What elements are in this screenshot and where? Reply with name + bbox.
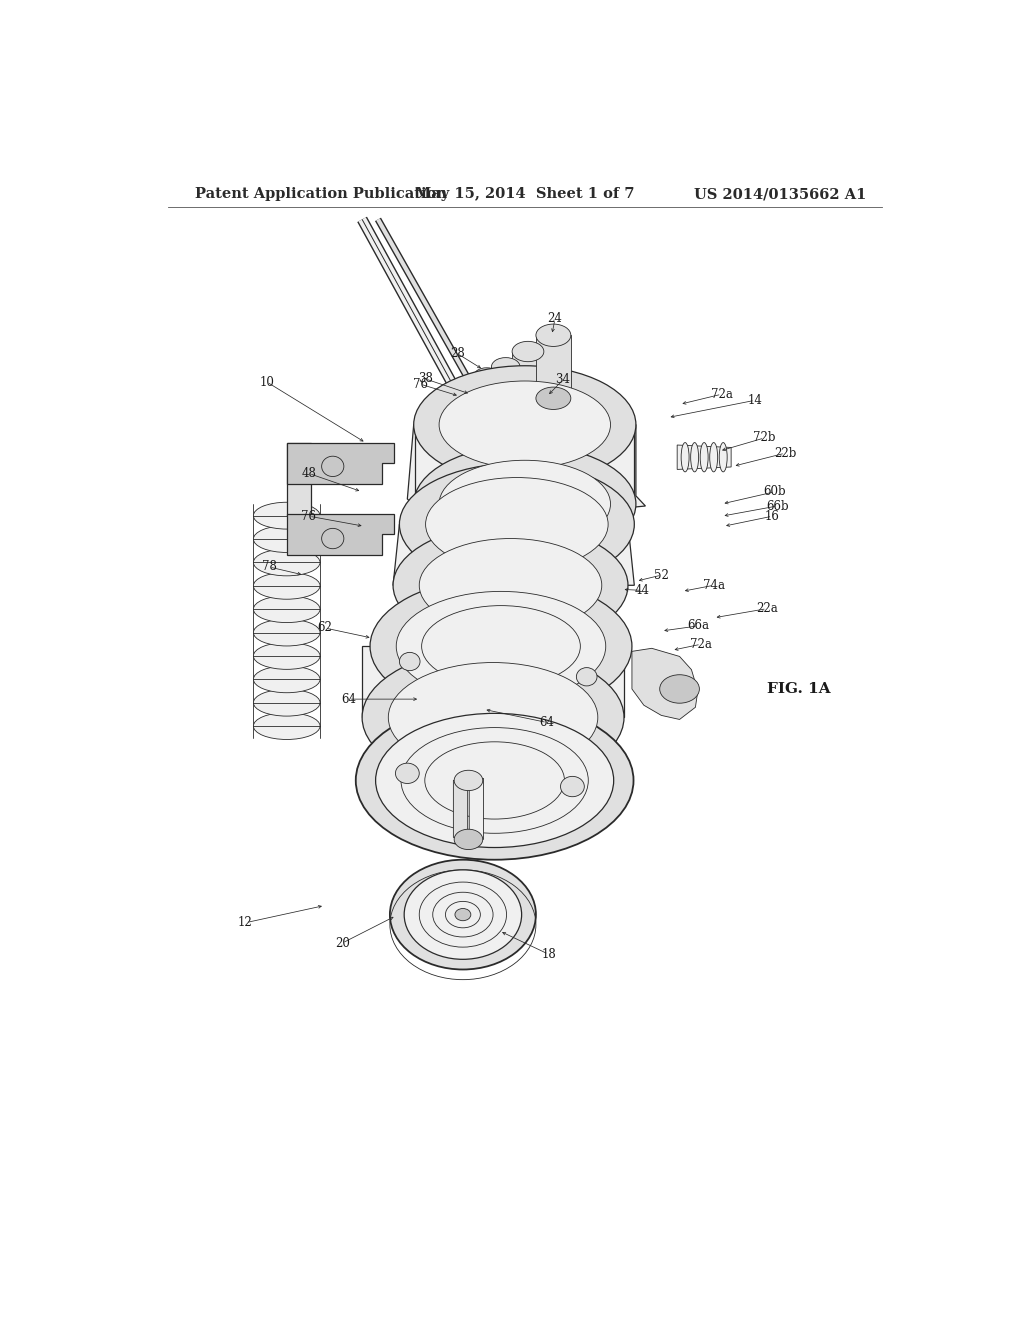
Ellipse shape (355, 701, 634, 859)
Polygon shape (408, 425, 645, 516)
Ellipse shape (414, 366, 636, 483)
Ellipse shape (370, 577, 632, 715)
Ellipse shape (253, 573, 321, 599)
Text: 22a: 22a (756, 602, 777, 615)
Text: 64: 64 (540, 715, 555, 729)
Ellipse shape (577, 668, 597, 686)
Ellipse shape (253, 525, 321, 553)
Text: 24: 24 (548, 313, 562, 326)
Ellipse shape (455, 829, 482, 850)
Text: 38: 38 (418, 372, 433, 385)
Polygon shape (677, 445, 731, 470)
Ellipse shape (395, 763, 419, 784)
Ellipse shape (439, 461, 610, 548)
Polygon shape (287, 444, 310, 516)
Ellipse shape (659, 675, 699, 704)
Ellipse shape (253, 713, 321, 739)
Text: May 15, 2014  Sheet 1 of 7: May 15, 2014 Sheet 1 of 7 (415, 187, 635, 202)
Text: 60b: 60b (764, 486, 786, 498)
Text: 20: 20 (335, 937, 350, 949)
Text: US 2014/0135662 A1: US 2014/0135662 A1 (693, 187, 866, 202)
Ellipse shape (492, 358, 520, 376)
Ellipse shape (253, 595, 321, 623)
Ellipse shape (690, 442, 698, 471)
Ellipse shape (473, 368, 500, 385)
Ellipse shape (322, 528, 344, 549)
Text: Patent Application Publication: Patent Application Publication (196, 187, 447, 202)
Ellipse shape (512, 342, 544, 362)
Ellipse shape (253, 665, 321, 693)
Ellipse shape (376, 713, 613, 847)
Ellipse shape (473, 413, 500, 432)
Ellipse shape (396, 591, 606, 701)
Polygon shape (362, 647, 624, 718)
Text: 78: 78 (262, 561, 276, 573)
Text: 48: 48 (301, 467, 316, 480)
Ellipse shape (414, 445, 636, 562)
Ellipse shape (390, 859, 536, 969)
Text: 62: 62 (317, 622, 332, 635)
Ellipse shape (560, 776, 585, 797)
Polygon shape (469, 779, 483, 840)
Polygon shape (512, 351, 544, 408)
Ellipse shape (700, 442, 709, 471)
Ellipse shape (399, 463, 634, 585)
Text: 72b: 72b (754, 432, 776, 445)
Ellipse shape (253, 502, 321, 529)
Text: 10: 10 (259, 375, 274, 388)
Text: 66a: 66a (687, 619, 709, 632)
Ellipse shape (536, 325, 570, 346)
Text: 74a: 74a (702, 578, 725, 591)
Text: 34: 34 (555, 374, 570, 387)
Text: 44: 44 (635, 583, 650, 597)
Text: FIG. 1A: FIG. 1A (767, 682, 830, 696)
Ellipse shape (362, 648, 624, 787)
Text: 12: 12 (238, 916, 253, 929)
Ellipse shape (536, 387, 570, 409)
Polygon shape (287, 444, 394, 483)
Text: 52: 52 (654, 569, 669, 582)
Ellipse shape (399, 652, 420, 671)
Ellipse shape (719, 442, 727, 471)
Ellipse shape (419, 539, 602, 632)
Text: 66b: 66b (766, 499, 788, 512)
Ellipse shape (388, 663, 598, 772)
Ellipse shape (426, 478, 608, 572)
Text: 64: 64 (341, 693, 356, 706)
Ellipse shape (455, 771, 482, 791)
Text: 22b: 22b (774, 446, 797, 459)
Ellipse shape (253, 643, 321, 669)
Ellipse shape (404, 870, 521, 960)
Ellipse shape (710, 442, 718, 471)
Text: 16: 16 (765, 510, 780, 523)
Text: 28: 28 (450, 347, 465, 360)
Text: 76: 76 (301, 510, 316, 523)
Ellipse shape (512, 397, 544, 417)
Ellipse shape (253, 619, 321, 645)
Ellipse shape (393, 524, 628, 647)
Ellipse shape (322, 457, 344, 477)
Polygon shape (492, 367, 520, 416)
Ellipse shape (681, 442, 689, 471)
Polygon shape (287, 515, 394, 554)
Ellipse shape (439, 381, 610, 469)
Text: 72a: 72a (690, 638, 712, 651)
Polygon shape (454, 779, 468, 840)
Polygon shape (416, 425, 634, 504)
Text: 14: 14 (748, 393, 763, 407)
Text: 76: 76 (413, 378, 428, 391)
Polygon shape (632, 648, 697, 719)
Polygon shape (536, 335, 570, 399)
Ellipse shape (492, 407, 520, 425)
Ellipse shape (455, 908, 471, 921)
Ellipse shape (253, 549, 321, 576)
Text: 18: 18 (542, 948, 556, 961)
Text: 72a: 72a (711, 388, 732, 401)
Polygon shape (393, 524, 634, 585)
Ellipse shape (253, 689, 321, 715)
Polygon shape (473, 378, 500, 422)
